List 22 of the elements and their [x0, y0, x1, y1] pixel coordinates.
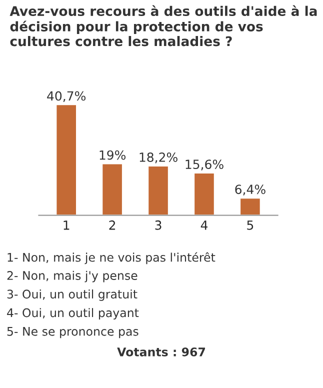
text: Votants : 967 — [117, 347, 205, 356]
bar — [147, 165, 170, 216]
x-tick-label: 3 — [155, 220, 162, 230]
data-label: 6,4% — [235, 184, 266, 196]
data-label: 19% — [100, 150, 126, 160]
text: 1- Non, mais je ne vois pas l'intérêt — [8, 252, 216, 264]
x-tick-label: 5 — [247, 220, 254, 230]
x-tick-label: 4 — [200, 220, 208, 230]
bar — [55, 104, 78, 216]
text: 5- Ne se prononce pas — [7, 327, 138, 338]
x-tick-label: 2 — [109, 220, 116, 230]
data-label: 15,6% — [186, 160, 224, 170]
data-label: 18,2% — [140, 152, 178, 164]
chart-title: Avez-vous recours à des outils d'aide à la décision pour la protection de vos cultures contre les maladies ? — [10, 5, 317, 46]
x-tick-label: 1 — [64, 220, 70, 230]
text: 3- Oui, un outil gratuit — [7, 289, 138, 301]
data-label: 40,7% — [47, 91, 86, 102]
bar — [239, 197, 262, 216]
text: 4- Oui, un outil payant — [7, 308, 139, 320]
bar — [193, 172, 216, 216]
text: 2- Non, mais j'y pense — [7, 270, 138, 282]
bar — [101, 162, 124, 216]
